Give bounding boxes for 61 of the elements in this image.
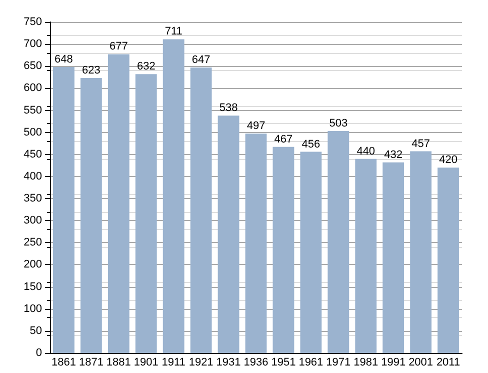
bar	[300, 152, 322, 353]
x-tick-label: 1921	[188, 356, 214, 368]
y-tick-label: 600	[24, 82, 42, 94]
data-label: 503	[329, 118, 348, 130]
data-label: 623	[82, 64, 100, 77]
x-tick-label: 1911	[162, 356, 186, 368]
data-label: 467	[274, 133, 293, 146]
y-tick-label: 300	[24, 214, 42, 227]
data-label: 497	[246, 120, 266, 132]
y-tick-label: 500	[24, 126, 42, 138]
data-label: 711	[164, 26, 182, 38]
x-tick-label: 1871	[78, 356, 104, 368]
x-tick-label: 2001	[408, 356, 434, 368]
y-tick-label: 400	[24, 170, 42, 182]
y-tick-label: 0	[36, 347, 42, 359]
bar	[438, 168, 459, 353]
data-label: 456	[302, 138, 320, 150]
bar	[80, 78, 102, 353]
x-tick-label: 1901	[134, 356, 158, 368]
data-label: 677	[109, 40, 128, 53]
x-tick-label: 1971	[326, 356, 351, 368]
data-label: 440	[356, 145, 376, 158]
y-tick-label: 550	[24, 104, 42, 116]
y-tick-label: 50	[30, 324, 42, 337]
data-label: 648	[54, 54, 73, 66]
x-tick-label: 1861	[51, 356, 76, 368]
bar	[355, 158, 377, 353]
bar	[162, 39, 184, 353]
bar	[190, 67, 212, 353]
data-label: 647	[192, 54, 210, 66]
data-label: 432	[384, 148, 403, 161]
y-tick-label: 200	[24, 258, 42, 271]
x-tick-label: 1981	[354, 356, 378, 368]
data-label: 538	[219, 102, 238, 114]
bar	[382, 162, 404, 353]
data-label: 420	[439, 154, 458, 166]
y-tick-label: 350	[24, 192, 42, 205]
x-tick-label: 1881	[106, 356, 131, 368]
y-tick-label: 650	[24, 60, 42, 72]
x-tick-label: 2011	[436, 356, 460, 368]
y-tick-label: 250	[24, 236, 42, 249]
bar	[245, 134, 267, 353]
bar	[218, 116, 240, 353]
data-label: 632	[136, 60, 156, 73]
x-tick-label: 1931	[216, 356, 241, 368]
y-tick-label: 450	[24, 148, 42, 160]
y-tick-label: 750	[24, 16, 42, 28]
bar	[410, 151, 432, 353]
x-tick-label: 1951	[271, 356, 296, 368]
y-tick-label: 100	[24, 302, 42, 315]
x-tick-label: 1991	[381, 356, 406, 368]
y-tick-label: 700	[24, 38, 42, 50]
bar	[53, 67, 74, 353]
bar	[135, 74, 157, 353]
bar	[328, 131, 350, 353]
x-tick-label: 1961	[298, 356, 324, 368]
x-tick-label: 1936	[244, 356, 268, 368]
y-tick-label: 150	[24, 280, 42, 293]
data-label: 457	[412, 138, 430, 150]
bar	[272, 146, 294, 353]
bar	[108, 54, 130, 353]
